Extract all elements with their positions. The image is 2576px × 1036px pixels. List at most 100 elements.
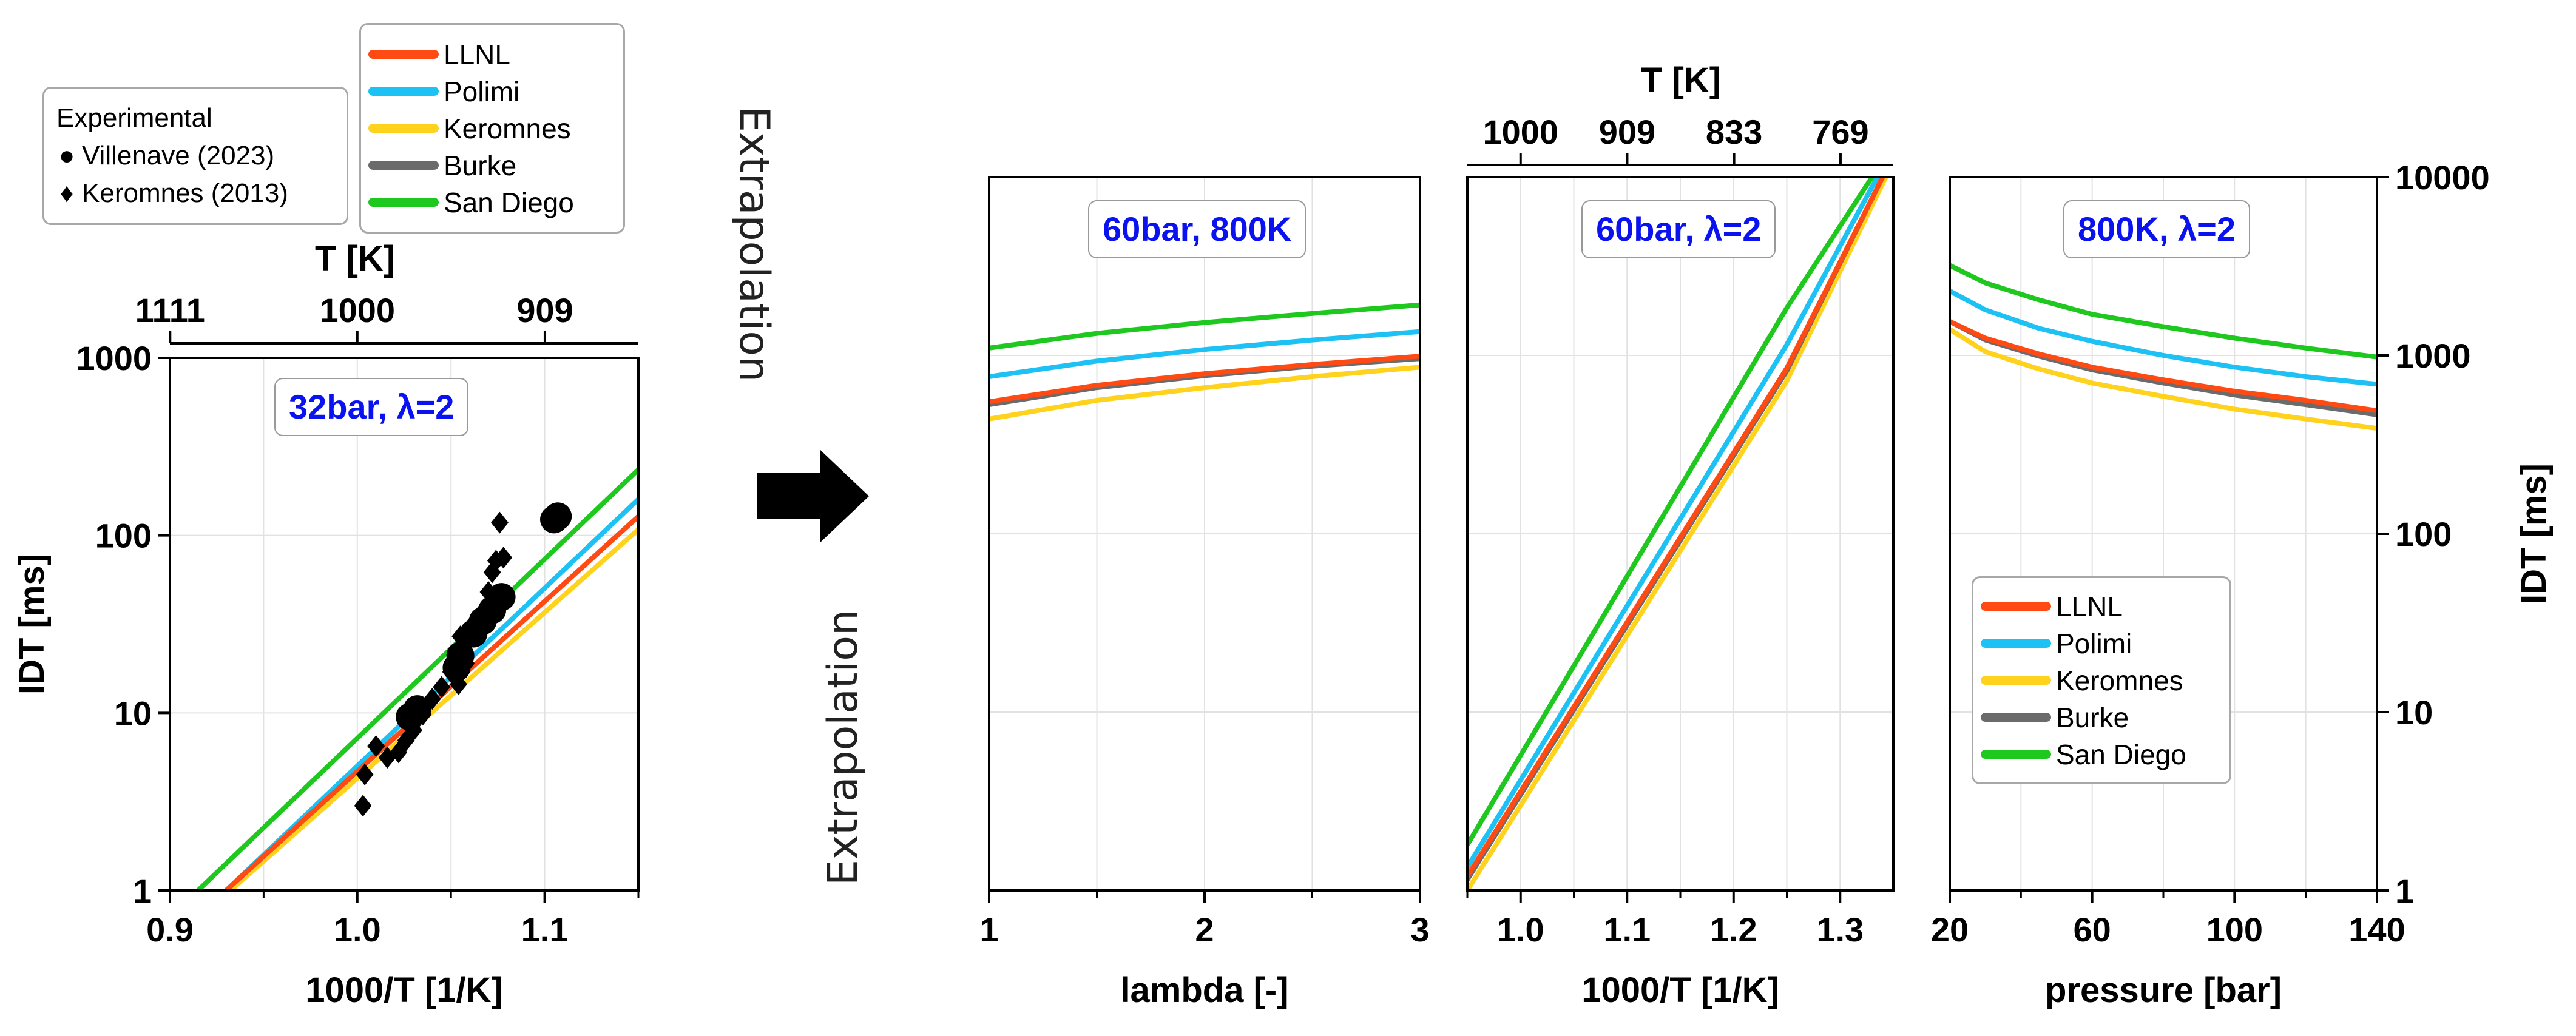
legend-item-llnl: LLNL (368, 36, 623, 73)
top-tick-label: 1000 (1482, 113, 1558, 151)
x-tick-label: 1.0 (334, 910, 381, 949)
series-line-polimi (1467, 177, 1880, 869)
top-axis-label: T [K] (315, 239, 395, 278)
y-tick-label: 1 (133, 872, 152, 910)
x-tick-label: 140 (2348, 910, 2405, 949)
top-axis-label: T [K] (1641, 61, 1721, 100)
legend-swatch (1981, 750, 2051, 759)
series-line-llnl (989, 354, 1420, 405)
legend-label: Polimi (444, 75, 520, 107)
top-tick-label: 1111 (135, 291, 205, 329)
data-point-villenave (544, 502, 572, 531)
y-axis-label: IDT [ms] (12, 554, 52, 695)
data-point-villenave (446, 642, 475, 670)
x-tick-label: 2 (1195, 910, 1214, 949)
series-line-polimi (1950, 289, 2377, 387)
y-tick-label: 100 (95, 517, 152, 555)
x-tick-label: 1.3 (1816, 910, 1864, 949)
legend-item-burke: Burke (1981, 699, 2229, 736)
legend-swatch (368, 198, 439, 207)
legend-label: Polimi (2056, 627, 2132, 659)
x-axis-label: 1000/T [1/K] (1581, 970, 1779, 1010)
legend-label: San Diego (444, 186, 574, 218)
legend-label: Keromnes (444, 112, 571, 144)
experimental-legend: Experimental ● Villenave (2023) ♦ Keromn… (42, 87, 348, 225)
condition-label-invT: 60bar, λ=2 (1581, 200, 1776, 258)
experimental-legend-item-villenave: ● Villenave (2023) (56, 137, 334, 175)
y-tick-label: 10000 (2395, 158, 2490, 197)
top-tick-label: 833 (1706, 113, 1762, 151)
y-tick-label: 1000 (2395, 337, 2471, 375)
condition-label-pressure: 800K, λ=2 (2063, 200, 2250, 258)
series-line-san-diego (196, 468, 638, 890)
top-tick-label: 1000 (320, 291, 396, 329)
x-tick-label: 1.1 (1603, 910, 1651, 949)
y-tick-label: 1000 (76, 339, 152, 377)
diamond-marker-icon: ♦ (59, 178, 74, 208)
legend-swatch (368, 124, 439, 133)
legend-swatch (368, 50, 439, 59)
experimental-legend-label: Villenave (2023) (82, 141, 275, 170)
series-line-san-diego (1950, 263, 2377, 360)
series-line-san-diego (1467, 177, 1875, 846)
legend-swatch (368, 161, 439, 170)
x-tick-label: 1 (979, 910, 998, 949)
legend-label: Burke (2056, 701, 2129, 733)
series-line-keromnes (989, 365, 1420, 422)
panel-lambda (988, 176, 1421, 903)
condition-label-left: 32bar, λ=2 (274, 378, 469, 436)
series-line-san-diego (989, 302, 1420, 351)
top-tick-label: 909 (516, 291, 573, 329)
x-tick-label: 3 (1410, 910, 1429, 949)
x-axis-label: lambda [-] (1120, 970, 1288, 1010)
data-point-villenave (403, 695, 431, 724)
series-line-llnl (1950, 319, 2377, 414)
legend-swatch (1981, 602, 2051, 611)
legend-swatch (1981, 713, 2051, 722)
series-line-llnl (1467, 177, 1885, 878)
legend-swatch (1981, 676, 2051, 685)
experimental-legend-title: Experimental (56, 103, 212, 133)
experimental-legend-item-keromnes: ♦ Keromnes (2013) (56, 175, 334, 212)
y-tick-label: 10 (2395, 693, 2433, 732)
legend-label: LLNL (444, 38, 510, 70)
series-line-polimi (989, 329, 1420, 379)
legend-label: LLNL (2056, 590, 2123, 622)
x-axis-label: pressure [bar] (2045, 970, 2282, 1010)
x-tick-label: 60 (2074, 910, 2111, 949)
panel-pressure (1949, 176, 2389, 903)
x-tick-label: 1.1 (521, 910, 569, 949)
panel-left (158, 331, 640, 903)
series-line-keromnes (1467, 177, 1888, 890)
x-tick-label: 1.0 (1497, 910, 1544, 949)
y-tick-label: 100 (2395, 515, 2452, 553)
top-tick-label: 909 (1599, 113, 1655, 151)
plot-frame (169, 357, 640, 892)
x-tick-label: 0.9 (146, 910, 194, 949)
panel-invT (1466, 153, 1895, 903)
legend-item-san-diego: San Diego (1981, 736, 2229, 773)
legend-item-keromnes: Keromnes (1981, 662, 2229, 699)
model-legend-inner: LLNL Polimi Keromnes Burke San Diego (1972, 576, 2231, 784)
legend-item-polimi: Polimi (368, 73, 623, 110)
data-point-keromnes (356, 763, 374, 785)
x-tick-label: 1.2 (1710, 910, 1757, 949)
x-tick-label: 20 (1931, 910, 1969, 949)
series-line-keromnes (226, 527, 638, 890)
extrapolation-label-top: Extrapolation (730, 106, 778, 383)
series-line-keromnes (1950, 327, 2377, 431)
y-tick-label: 1 (2395, 872, 2414, 910)
top-tick-label: 769 (1812, 113, 1868, 151)
legend-item-san-diego: San Diego (368, 184, 623, 221)
model-legend-top: LLNL Polimi Keromnes Burke San Diego (359, 23, 625, 234)
x-axis-label: 1000/T [1/K] (305, 970, 503, 1010)
legend-item-llnl: LLNL (1981, 588, 2229, 625)
data-point-keromnes (491, 511, 509, 534)
data-point-keromnes (433, 676, 451, 698)
experimental-legend-label: Keromnes (2013) (82, 178, 288, 208)
legend-swatch (1981, 639, 2051, 648)
legend-label: San Diego (2056, 738, 2186, 770)
data-point-villenave (487, 583, 516, 611)
right-arrow-icon (757, 450, 869, 542)
